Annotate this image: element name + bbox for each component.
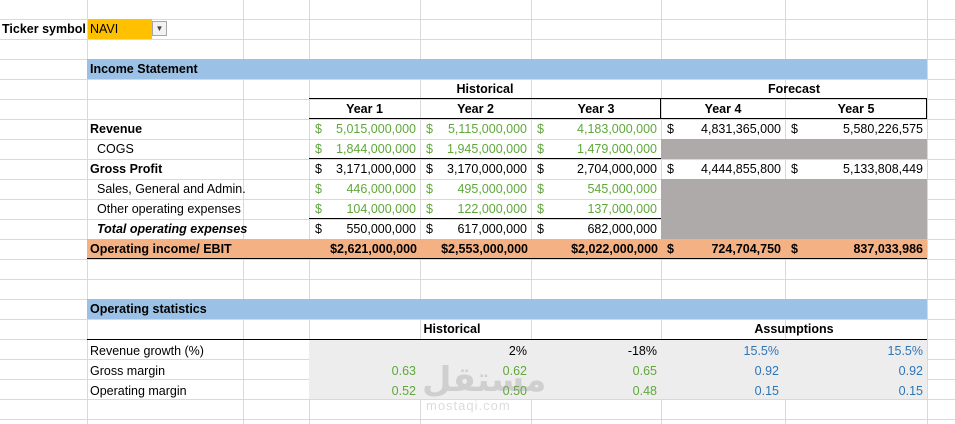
- total-opex-y3-cell[interactable]: $682,000,000: [537, 222, 657, 236]
- cogs-y1-cell[interactable]: $1,844,000,000: [315, 142, 416, 156]
- gross-profit-y5-cell[interactable]: $5,133,808,449: [791, 162, 923, 176]
- historical-group-header: Historical: [456, 82, 514, 96]
- gross-margin-label: Gross margin: [90, 364, 166, 378]
- operating-margin-y2-cell[interactable]: 0.50: [502, 384, 527, 398]
- watermark-logo: مستقل mostaqi.com: [412, 360, 546, 420]
- revenue-growth-y3-cell[interactable]: -18%: [627, 344, 657, 358]
- other-opex-label: Other operating expenses: [97, 202, 241, 216]
- operating-statistics-header: Operating statistics: [87, 299, 243, 319]
- ebit-underline: [87, 258, 927, 259]
- sga-y3-cell[interactable]: $545,000,000: [537, 182, 657, 196]
- sga-label: Sales, General and Admin.: [97, 182, 246, 196]
- gross-margin-y2-cell[interactable]: 0.62: [502, 364, 527, 378]
- ticker-input[interactable]: NAVI: [88, 19, 152, 39]
- gross-margin-y5-cell[interactable]: 0.92: [898, 364, 923, 378]
- revenue-growth-y4-cell[interactable]: 15.5%: [743, 344, 779, 358]
- year-4-header: Year 4: [704, 102, 742, 116]
- forecast-group-header: Forecast: [767, 82, 821, 96]
- gross-margin-y1-cell[interactable]: 0.63: [391, 364, 416, 378]
- ebit-y2-cell[interactable]: $2,553,000,000: [441, 242, 528, 256]
- watermark-latin: mostaqi.com: [426, 398, 511, 413]
- year-3-header: Year 3: [577, 102, 615, 116]
- forecast-expenses-block: [661, 179, 927, 239]
- other-opex-y2-cell[interactable]: $122,000,000: [426, 202, 527, 216]
- year-1-header: Year 1: [346, 102, 383, 116]
- forecast-divider: [660, 98, 661, 119]
- total-opex-y2-cell[interactable]: $617,000,000: [426, 222, 527, 236]
- ebit-y1-cell[interactable]: $2,621,000,000: [330, 242, 417, 256]
- gross-profit-y3-cell[interactable]: $2,704,000,000: [537, 162, 657, 176]
- revenue-growth-y1-cell[interactable]: [309, 341, 420, 361]
- operating-margin-y3-cell[interactable]: 0.48: [632, 384, 657, 398]
- ebit-y4-cell[interactable]: $724,704,750: [667, 242, 781, 256]
- operating-margin-y5-cell[interactable]: 0.15: [898, 384, 923, 398]
- revenue-y1-cell[interactable]: $5,015,000,000: [315, 122, 416, 136]
- stats-assumptions-header: Assumptions: [754, 322, 834, 336]
- revenue-label: Revenue: [90, 122, 143, 136]
- total-opex-topline: [309, 218, 661, 219]
- revenue-y2-cell[interactable]: $5,115,000,000: [426, 122, 527, 136]
- ebit-row-fill: [87, 239, 927, 259]
- revenue-y5-cell[interactable]: $5,580,226,575: [791, 122, 923, 136]
- sga-y2-cell[interactable]: $495,000,000: [426, 182, 527, 196]
- ebit-y3-cell[interactable]: $2,022,000,000: [571, 242, 658, 256]
- income-statement-header: Income Statement: [87, 59, 927, 79]
- gross-profit-label: Gross Profit: [90, 162, 163, 176]
- operating-margin-label: Operating margin: [90, 384, 187, 398]
- revenue-growth-y5-cell[interactable]: 15.5%: [887, 344, 923, 358]
- revenue-growth-y2-cell[interactable]: 2%: [508, 344, 527, 358]
- cogs-y2-cell[interactable]: $1,945,000,000: [426, 142, 527, 156]
- gross-profit-topline: [309, 158, 661, 159]
- other-opex-y3-cell[interactable]: $137,000,000: [537, 202, 657, 216]
- cogs-label: COGS: [97, 142, 134, 156]
- stats-header-underline: [87, 339, 927, 340]
- ebit-label: Operating income/ EBIT: [90, 242, 232, 256]
- gross-profit-y1-cell[interactable]: $3,171,000,000: [315, 162, 416, 176]
- watermark-arabic: مستقل: [422, 360, 547, 400]
- operating-statistics-header-fill: [243, 299, 927, 319]
- forecast-cogs-block: [661, 139, 927, 159]
- ticker-label: Ticker symbol: [2, 22, 86, 36]
- gross-margin-y3-cell[interactable]: 0.65: [632, 364, 657, 378]
- operating-margin-y1-cell[interactable]: 0.52: [391, 384, 416, 398]
- year-2-header: Year 2: [457, 102, 494, 116]
- revenue-y4-cell[interactable]: $4,831,365,000: [667, 122, 781, 136]
- revenue-growth-label: Revenue growth (%): [90, 344, 204, 358]
- gross-profit-y4-cell[interactable]: $4,444,855,800: [667, 162, 781, 176]
- ebit-y5-cell[interactable]: $837,033,986: [791, 242, 923, 256]
- year-5-header: Year 5: [837, 102, 875, 116]
- dropdown-arrow-icon[interactable]: ▼: [152, 21, 167, 36]
- historical-header-underline: [309, 98, 927, 99]
- stats-historical-header: Historical: [423, 322, 481, 336]
- total-opex-y1-cell[interactable]: $550,000,000: [315, 222, 416, 236]
- year-header-underline: [309, 118, 927, 119]
- gross-profit-y2-cell[interactable]: $3,170,000,000: [426, 162, 527, 176]
- total-opex-label: Total operating expenses: [97, 222, 248, 236]
- forecast-right-border: [926, 98, 927, 119]
- other-opex-y1-cell[interactable]: $104,000,000: [315, 202, 416, 216]
- stats-values-fill: [309, 339, 927, 399]
- cogs-y3-cell[interactable]: $1,479,000,000: [537, 142, 657, 156]
- gross-margin-y4-cell[interactable]: 0.92: [754, 364, 779, 378]
- sga-y1-cell[interactable]: $446,000,000: [315, 182, 416, 196]
- operating-margin-y4-cell[interactable]: 0.15: [754, 384, 779, 398]
- revenue-y3-cell[interactable]: $4,183,000,000: [537, 122, 657, 136]
